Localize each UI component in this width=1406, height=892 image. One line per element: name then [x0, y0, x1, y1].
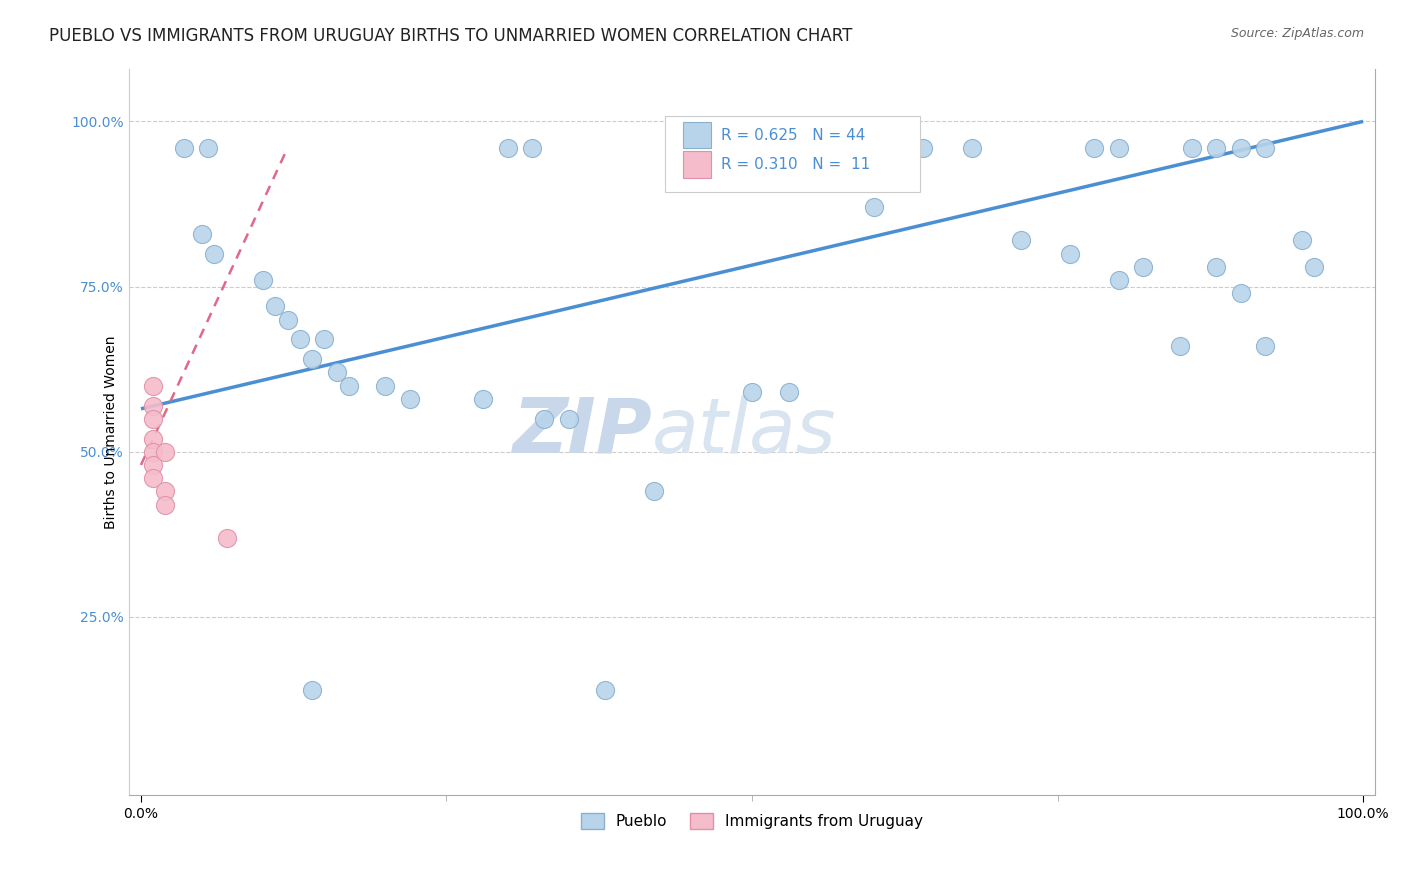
- Text: R = 0.310   N =  11: R = 0.310 N = 11: [721, 157, 870, 172]
- Point: [142, 471, 165, 485]
- Point: [1108, 273, 1130, 287]
- Point: [1230, 286, 1253, 301]
- Point: [1205, 260, 1227, 274]
- Point: [496, 141, 519, 155]
- Point: [887, 141, 910, 155]
- Point: [472, 392, 495, 406]
- Y-axis label: Births to Unmarried Women: Births to Unmarried Women: [104, 335, 118, 529]
- FancyBboxPatch shape: [683, 152, 711, 178]
- Point: [1254, 141, 1277, 155]
- Point: [533, 411, 555, 425]
- Point: [252, 273, 274, 287]
- Point: [197, 141, 219, 155]
- Point: [142, 458, 165, 472]
- Legend: Pueblo, Immigrants from Uruguay: Pueblo, Immigrants from Uruguay: [575, 806, 929, 835]
- Point: [912, 141, 935, 155]
- Point: [1230, 141, 1253, 155]
- Point: [288, 333, 311, 347]
- Text: PUEBLO VS IMMIGRANTS FROM URUGUAY BIRTHS TO UNMARRIED WOMEN CORRELATION CHART: PUEBLO VS IMMIGRANTS FROM URUGUAY BIRTHS…: [49, 27, 852, 45]
- Point: [520, 141, 543, 155]
- Point: [1181, 141, 1204, 155]
- Point: [1108, 141, 1130, 155]
- Point: [325, 366, 347, 380]
- Point: [643, 484, 665, 499]
- Point: [142, 432, 165, 446]
- Point: [1303, 260, 1326, 274]
- Point: [1291, 233, 1313, 247]
- Point: [277, 312, 299, 326]
- Point: [778, 385, 800, 400]
- Point: [1059, 246, 1081, 260]
- Point: [1010, 233, 1032, 247]
- Point: [374, 378, 396, 392]
- Point: [301, 682, 323, 697]
- Point: [863, 200, 886, 214]
- Point: [1254, 339, 1277, 353]
- Point: [398, 392, 420, 406]
- Point: [960, 141, 983, 155]
- Point: [191, 227, 214, 241]
- Point: [215, 531, 238, 545]
- Point: [1132, 260, 1154, 274]
- Point: [1205, 141, 1227, 155]
- Point: [142, 411, 165, 425]
- Text: ZIP: ZIP: [513, 395, 652, 469]
- Point: [142, 378, 165, 392]
- Point: [741, 385, 763, 400]
- Point: [155, 444, 177, 458]
- Text: Source: ZipAtlas.com: Source: ZipAtlas.com: [1230, 27, 1364, 40]
- FancyBboxPatch shape: [665, 116, 921, 192]
- Point: [314, 333, 336, 347]
- Point: [1083, 141, 1105, 155]
- Point: [595, 682, 617, 697]
- FancyBboxPatch shape: [683, 122, 711, 148]
- Point: [142, 444, 165, 458]
- Point: [337, 378, 360, 392]
- Point: [264, 300, 287, 314]
- Point: [173, 141, 195, 155]
- Point: [1168, 339, 1191, 353]
- Text: atlas: atlas: [652, 395, 837, 469]
- Point: [557, 411, 579, 425]
- Point: [142, 399, 165, 413]
- Point: [155, 498, 177, 512]
- Point: [155, 484, 177, 499]
- Text: R = 0.625   N = 44: R = 0.625 N = 44: [721, 128, 865, 143]
- Point: [301, 352, 323, 367]
- Point: [202, 246, 225, 260]
